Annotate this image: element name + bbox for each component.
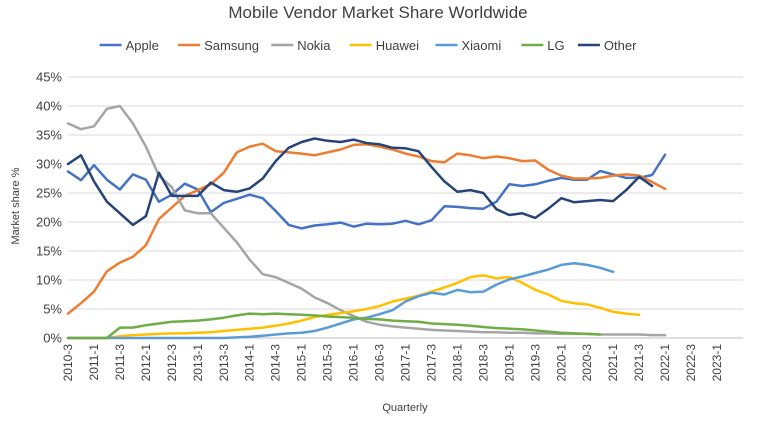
series-lines	[66, 104, 667, 340]
y-axis-title: Market share %	[10, 167, 22, 244]
legend-item-xiaomi: Xiaomi	[435, 38, 502, 53]
y-tick-label: 10%	[36, 273, 62, 288]
x-tick-label: 2013-1	[191, 344, 205, 382]
x-tick-label: 2012-1	[139, 344, 153, 382]
x-tick-label: 2022-1	[658, 344, 672, 382]
x-tick-label: 2020-3	[580, 344, 594, 382]
x-axis-tick-labels: 2010-3 2011-1 2011-3 2012-1 2012-3 2013-1 2013…	[61, 344, 724, 382]
x-tick-label: 2011-1	[87, 344, 101, 381]
legend-label: Apple	[126, 38, 159, 53]
y-axis-tick-labels: 0% 5% 10% 15% 20% 25% 30% 35% 40% 45%	[36, 70, 62, 346]
legend-item-huawei: Huawei	[349, 38, 419, 53]
legend-label: Samsung	[204, 38, 259, 53]
series-line-xiaomi	[66, 261, 615, 340]
series-line-other	[66, 137, 654, 227]
x-tick-label: 2019-3	[528, 344, 542, 382]
legend-item-lg: LG	[521, 38, 565, 53]
legend-item-nokia: Nokia	[271, 38, 331, 53]
x-tick-label: 2022-3	[684, 344, 698, 382]
legend-label: Huawei	[376, 38, 419, 53]
x-tick-label: 2021-1	[606, 344, 620, 382]
y-tick-label: 5%	[43, 302, 62, 317]
x-tick-label: 2016-3	[373, 344, 387, 382]
legend-item-other: Other	[577, 38, 637, 53]
x-tick-label: 2011-3	[113, 344, 127, 381]
x-tick-label: 2015-3	[321, 344, 335, 382]
series-line-lg	[66, 312, 602, 340]
series-line-samsung	[66, 142, 667, 315]
y-tick-label: 0%	[43, 331, 62, 346]
x-tick-label: 2010-3	[61, 344, 75, 382]
series-line-apple	[66, 153, 667, 230]
legend-label: LG	[547, 38, 564, 53]
x-tick-label: 2014-3	[269, 344, 283, 382]
x-tick-label: 2021-3	[632, 344, 646, 382]
x-axis-title: Quarterly	[382, 402, 428, 414]
y-tick-label: 35%	[36, 128, 62, 143]
chart-title: Mobile Vendor Market Share Worldwide	[228, 3, 527, 22]
x-tick-label: 2018-3	[476, 344, 490, 382]
x-tick-label: 2014-1	[243, 344, 257, 382]
x-tick-label: 2016-1	[347, 344, 361, 382]
x-tick-label: 2018-1	[450, 344, 464, 382]
legend-item-samsung: Samsung	[178, 38, 259, 53]
series-line-huawei	[66, 274, 641, 340]
x-tick-label: 2023-1	[710, 344, 724, 382]
x-tick-label: 2013-3	[217, 344, 231, 382]
y-tick-label: 20%	[36, 215, 62, 230]
legend-item-apple: Apple	[99, 38, 159, 53]
x-tick-label: 2015-1	[295, 344, 309, 382]
x-tick-label: 2017-3	[424, 344, 438, 382]
y-tick-label: 25%	[36, 186, 62, 201]
legend-label: Nokia	[297, 38, 331, 53]
legend: Apple Samsung Nokia Huawei Xiaomi LG Other	[99, 38, 637, 53]
x-tick-label: 2012-3	[165, 344, 179, 382]
legend-label: Other	[604, 38, 637, 53]
y-tick-label: 15%	[36, 244, 62, 259]
x-tick-label: 2017-1	[399, 344, 413, 382]
y-tick-label: 45%	[36, 70, 62, 85]
x-tick-label: 2020-1	[554, 344, 568, 382]
legend-label: Xiaomi	[462, 38, 502, 53]
y-tick-label: 40%	[36, 99, 62, 114]
x-tick-label: 2019-1	[502, 344, 516, 382]
gridlines	[68, 76, 743, 339]
y-tick-label: 30%	[36, 157, 62, 172]
